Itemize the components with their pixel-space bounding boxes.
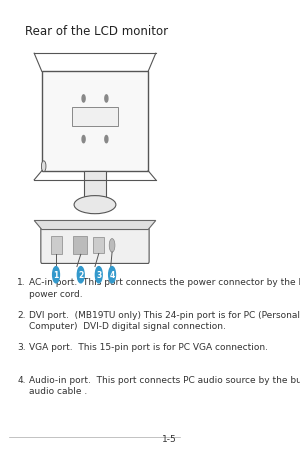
- Bar: [73, 237, 87, 255]
- Ellipse shape: [74, 196, 116, 214]
- FancyBboxPatch shape: [41, 228, 149, 264]
- Circle shape: [41, 161, 46, 172]
- Text: 2: 2: [78, 271, 83, 280]
- Circle shape: [77, 267, 84, 283]
- Circle shape: [52, 267, 59, 283]
- Circle shape: [105, 136, 108, 143]
- Bar: [51, 237, 62, 255]
- Bar: [72, 108, 118, 126]
- Circle shape: [109, 267, 116, 283]
- Text: 3: 3: [96, 271, 101, 280]
- Circle shape: [95, 267, 102, 283]
- Text: 2.: 2.: [17, 310, 26, 319]
- Polygon shape: [34, 221, 156, 230]
- Circle shape: [82, 96, 85, 103]
- Text: 3.: 3.: [17, 342, 26, 351]
- Bar: [42, 72, 148, 171]
- Text: 4: 4: [110, 271, 115, 280]
- Text: VGA port.  This 15-pin port is for PC VGA connection.: VGA port. This 15-pin port is for PC VGA…: [29, 342, 268, 351]
- Circle shape: [82, 136, 85, 143]
- Text: Rear of the LCD monitor: Rear of the LCD monitor: [25, 25, 168, 38]
- Text: 4.: 4.: [17, 375, 26, 384]
- Bar: [84, 171, 106, 198]
- Circle shape: [105, 96, 108, 103]
- Text: 1.: 1.: [17, 277, 26, 286]
- Circle shape: [109, 239, 115, 253]
- Text: DVI port.  (MB19TU only) This 24-pin port is for PC (Personal
Computer)  DVI-D d: DVI port. (MB19TU only) This 24-pin port…: [29, 310, 300, 331]
- Text: 1: 1: [53, 271, 59, 280]
- Text: 1-5: 1-5: [162, 434, 177, 443]
- Text: AC-in port.  This port connects the power connector by the bundled
power cord.: AC-in port. This port connects the power…: [29, 277, 300, 298]
- Text: Audio-in port.  This port connects PC audio source by the bundled
audio cable .: Audio-in port. This port connects PC aud…: [29, 375, 300, 396]
- Bar: [93, 238, 104, 254]
